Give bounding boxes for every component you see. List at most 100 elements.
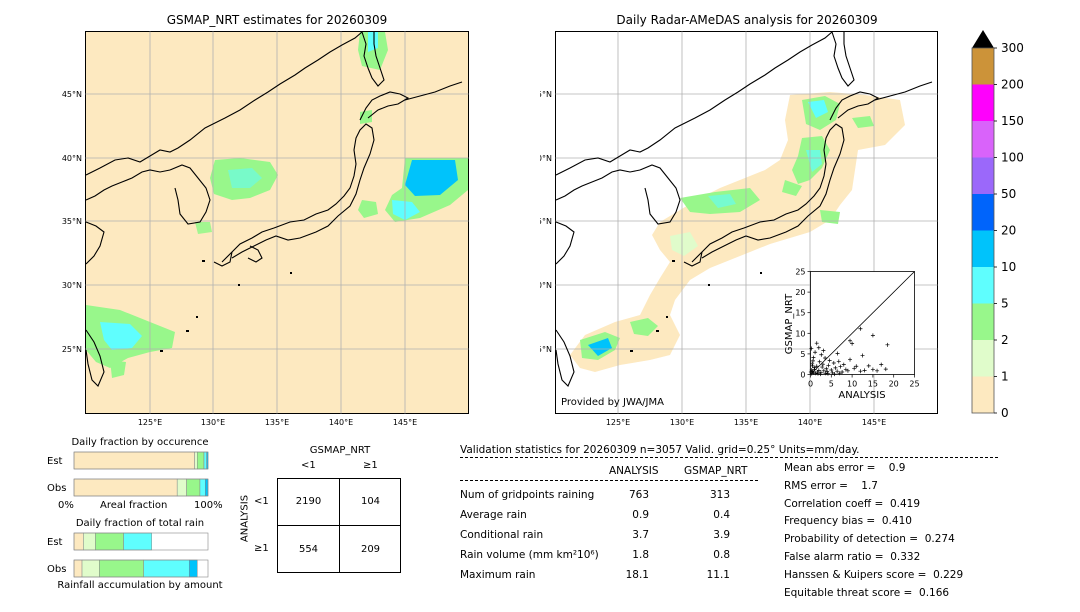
scatter-point bbox=[885, 342, 890, 347]
scatter-point bbox=[823, 371, 828, 376]
scatter-point bbox=[814, 341, 819, 346]
cell-hit: 209 bbox=[360, 544, 381, 555]
scatter-point bbox=[831, 360, 836, 365]
scatter-point bbox=[808, 370, 813, 375]
fraction-bar-frame bbox=[73, 532, 209, 551]
scatter-point bbox=[837, 371, 842, 376]
contingency-ylabel: ANALYSIS bbox=[239, 494, 251, 543]
validation-divider bbox=[460, 457, 998, 458]
scatter-point bbox=[848, 338, 853, 343]
scatter-diagonal bbox=[810, 271, 915, 375]
scatter-xtick-label: 0 bbox=[808, 380, 813, 389]
colorbar-segment bbox=[972, 157, 994, 194]
scatter-point bbox=[827, 358, 832, 363]
contingency-title: GSMAP_NRT bbox=[309, 445, 371, 456]
scatter-point bbox=[862, 368, 867, 373]
credit-label: Provided by JWA/JMA bbox=[561, 397, 664, 408]
stats-row-gsmap: 0.4 bbox=[713, 509, 730, 521]
fraction-bar-segment bbox=[81, 559, 100, 578]
svg-text:140°E: 140°E bbox=[798, 418, 822, 427]
score-row: Frequency bias = 0.410 bbox=[784, 515, 912, 528]
scatter-point bbox=[813, 371, 818, 376]
left-map-title: GSMAP_NRT estimates for 20260309 bbox=[166, 13, 388, 27]
colorbar-tick-label: 50 bbox=[1001, 187, 1016, 201]
stats-row-analysis: 0.9 bbox=[632, 509, 649, 521]
scatter-point bbox=[843, 367, 848, 372]
scatter-point bbox=[819, 352, 824, 357]
scatter-point bbox=[814, 364, 819, 369]
scatter-point bbox=[870, 367, 875, 372]
scatter-point bbox=[852, 366, 857, 371]
svg-text:145°E: 145°E bbox=[862, 418, 886, 427]
score-row: RMS error = 1.7 bbox=[784, 479, 878, 492]
contingency-col-ge: ≥1 bbox=[363, 460, 378, 471]
fraction-bar-segment bbox=[95, 532, 124, 551]
svg-text:25°N: 25°N bbox=[540, 345, 552, 354]
validation-header: Validation statistics for 20260309 n=305… bbox=[460, 444, 860, 456]
scatter-xtick-label: 10 bbox=[847, 380, 857, 389]
fraction-bar-segment bbox=[203, 451, 207, 470]
stats-col-analysis: ANALYSIS bbox=[609, 465, 659, 477]
scatter-point bbox=[810, 361, 815, 366]
score-row: Probability of detection = 0.274 bbox=[784, 533, 955, 546]
fraction-bar-segment bbox=[188, 559, 198, 578]
right-rain-patches bbox=[580, 96, 874, 360]
stats-row-gsmap: 3.9 bbox=[713, 529, 730, 541]
amt-est-label: Est bbox=[47, 537, 63, 548]
scatter-point bbox=[817, 359, 822, 364]
amt-obs-label: Obs bbox=[47, 564, 67, 575]
fraction-bar-segment bbox=[73, 478, 178, 497]
stats-row-analysis: 1.8 bbox=[632, 549, 649, 561]
scatter-ytick-label: 25 bbox=[795, 268, 805, 277]
stats-table-divider bbox=[460, 480, 758, 481]
scatter-point bbox=[810, 358, 815, 363]
scatter-point bbox=[825, 371, 830, 376]
scatter-point bbox=[879, 362, 884, 367]
scatter-point bbox=[816, 345, 821, 350]
scatter-point bbox=[835, 351, 840, 356]
svg-text:130°E: 130°E bbox=[670, 418, 694, 427]
colorbar-segment bbox=[972, 303, 994, 340]
left-map-grid bbox=[85, 31, 469, 414]
left-lat-label: 35°N bbox=[62, 217, 82, 226]
right-map-title: Daily Radar-AMeDAS analysis for 20260309 bbox=[616, 13, 878, 27]
stats-row-analysis: 763 bbox=[628, 489, 649, 501]
fraction-bar-segment bbox=[83, 532, 96, 551]
colorbar-tick-label: 150 bbox=[1001, 114, 1024, 128]
stats-row-label: Average rain bbox=[460, 509, 527, 521]
scatter-point bbox=[820, 362, 825, 367]
scatter-ytick-label: 0 bbox=[800, 371, 805, 380]
scatter-xtick-label: 15 bbox=[868, 380, 878, 389]
left-map: 45°N 40°N 35°N 30°N 25°N 125°E 130°E 135… bbox=[62, 31, 469, 427]
areal-axis-left: 0% bbox=[58, 500, 74, 511]
stats-row-label: Conditional rain bbox=[460, 529, 544, 541]
fraction-bar-segment bbox=[186, 478, 201, 497]
scatter-point bbox=[875, 368, 880, 373]
colorbar-tick-label: 2 bbox=[1001, 333, 1009, 347]
total-rain-title: Daily fraction of total rain bbox=[75, 518, 205, 529]
svg-text:45°N: 45°N bbox=[540, 90, 552, 99]
fraction-bar-segment bbox=[176, 478, 187, 497]
svg-text:30°N: 30°N bbox=[540, 281, 552, 290]
colorbar-segment bbox=[972, 84, 994, 121]
left-lat-label: 40°N bbox=[62, 154, 82, 163]
svg-text:125°E: 125°E bbox=[606, 418, 630, 427]
colorbar-tick-label: 1 bbox=[1001, 370, 1009, 384]
colorbar-segment bbox=[972, 194, 994, 231]
scatter-point bbox=[810, 363, 815, 368]
scatter-point bbox=[809, 367, 814, 372]
stats-col-gsmap: GSMAP_NRT bbox=[684, 465, 748, 477]
stats-row-analysis: 18.1 bbox=[625, 569, 649, 581]
scatter-ylabel: GSMAP_NRT bbox=[784, 293, 795, 354]
scatter-point bbox=[830, 370, 835, 375]
left-islands bbox=[160, 260, 292, 352]
scatter-ytick-label: 5 bbox=[800, 350, 805, 359]
occ-est-label: Est bbox=[47, 456, 63, 467]
cell-hits-neg: 2190 bbox=[295, 496, 322, 507]
fraction-bar-segment bbox=[99, 559, 144, 578]
scatter-ytick-label: 10 bbox=[795, 329, 805, 338]
scatter-point bbox=[845, 368, 850, 373]
scatter-inset: 00 5 5 10 10 15 15 20 20 25 25 ANALYSIS GSMAP_NRT bbox=[784, 268, 920, 402]
areal-axis-right: 100% bbox=[194, 500, 223, 511]
left-lon-label: 135°E bbox=[265, 418, 289, 427]
